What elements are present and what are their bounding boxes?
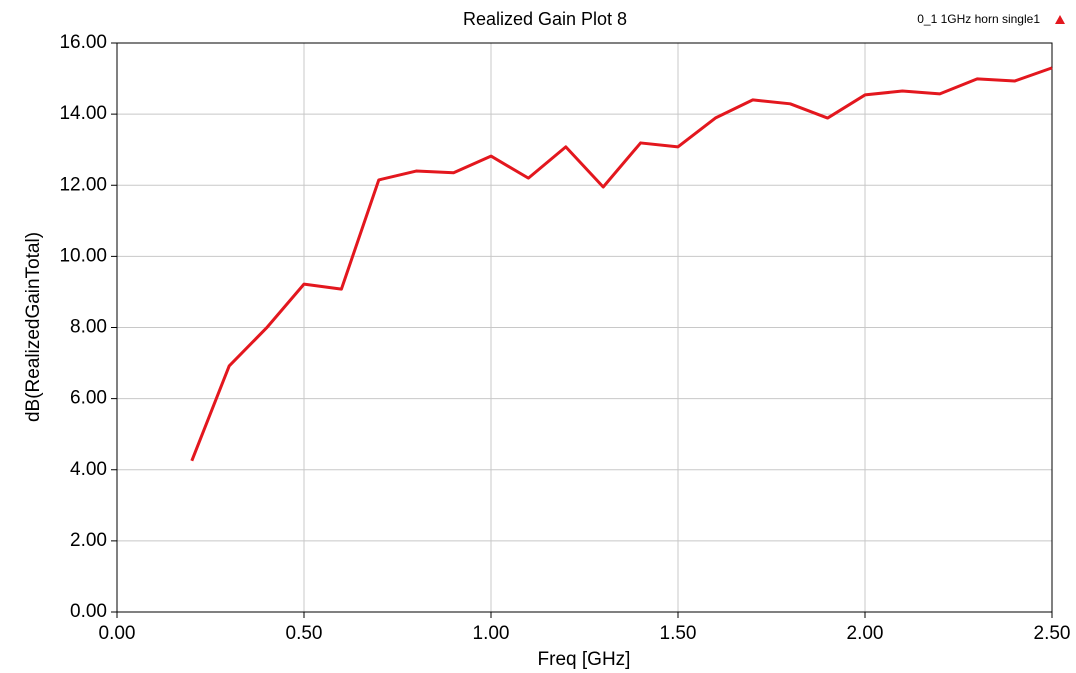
y-axis-label: dB(RealizedGainTotal) [23,232,44,422]
y-tick-label: 0.00 [70,601,107,622]
x-axis-label: Freq [GHz] [538,649,631,670]
chart-title: Realized Gain Plot 8 [463,9,627,29]
x-tick-label: 2.00 [847,623,884,644]
plot-frame [116,42,1053,613]
x-tick-label: 1.00 [473,623,510,644]
y-tick-label: 6.00 [70,388,107,409]
y-tick-label: 8.00 [70,317,107,338]
y-tick-label: 14.00 [59,103,107,124]
legend-label: 0_1 1GHz horn single1 [917,12,1040,26]
y-tick-label: 2.00 [70,530,107,551]
y-tick-label: 12.00 [59,174,107,195]
x-tick-label: 0.00 [99,623,136,644]
series-line [190,66,1053,462]
x-tick-label: 0.50 [286,623,323,644]
x-tick-label: 2.50 [1034,623,1071,644]
legend-marker [1055,15,1065,24]
y-tick-label: 4.00 [70,459,107,480]
y-tick-label: 10.00 [59,245,107,266]
y-tick-label: 16.00 [59,32,107,53]
x-tick-label: 1.50 [660,623,697,644]
